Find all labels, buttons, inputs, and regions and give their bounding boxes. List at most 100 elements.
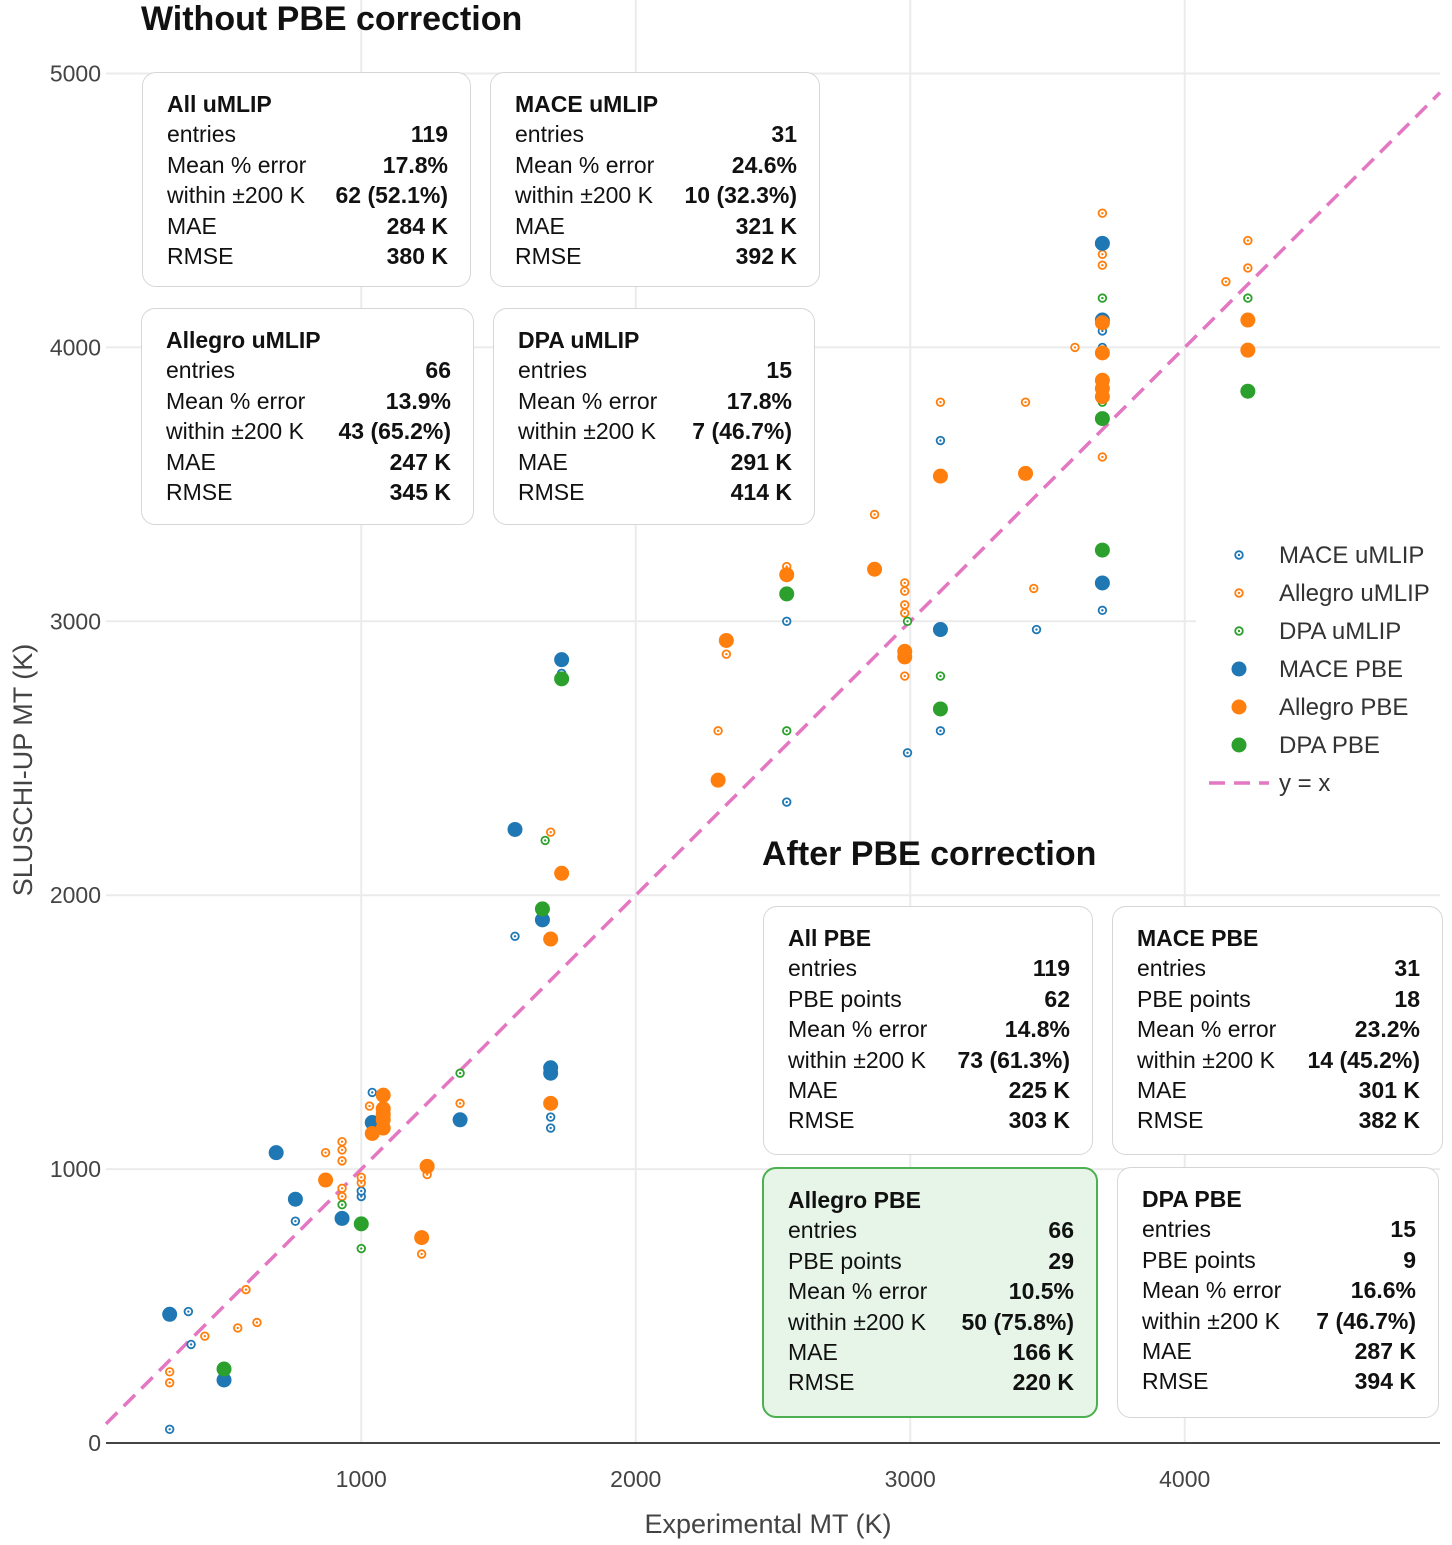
stats-row: MAE 321 K (515, 211, 797, 241)
data-point (356, 1172, 366, 1183)
legend-label: Allegro uMLIP (1279, 580, 1430, 607)
stats-value: 50 (75.8%) (961, 1308, 1074, 1335)
stats-value: 7 (46.7%) (692, 418, 792, 445)
stats-box-all-umlip: All uMLIP entries 119 Mean % error 17.8% with… (142, 72, 471, 287)
stats-label: RMSE (518, 479, 585, 506)
stats-row: RMSE 220 K (788, 1367, 1074, 1397)
data-point (1097, 605, 1108, 616)
y-tick-label: 2000 (50, 882, 101, 908)
data-point (1020, 397, 1031, 407)
data-point (900, 608, 910, 618)
data-point (543, 1060, 559, 1076)
data-point (337, 1200, 347, 1210)
data-point (287, 1191, 303, 1207)
stats-value: 10.5% (1008, 1278, 1074, 1305)
data-point (1240, 312, 1256, 328)
stats-label: Mean % error (1137, 1016, 1277, 1043)
stats-label: PBE points (788, 985, 902, 1012)
stats-row: RMSE 414 K (518, 477, 792, 507)
stats-value: 220 K (1012, 1369, 1074, 1396)
stats-row: PBE points 62 (788, 984, 1070, 1014)
stats-value: 17.8% (382, 151, 448, 178)
data-point (534, 912, 550, 928)
stats-label: RMSE (166, 479, 233, 506)
stats-box-title: All PBE (788, 925, 872, 951)
x-tick-label: 4000 (1159, 1466, 1210, 1492)
stats-label: MAE (166, 448, 216, 475)
stats-row: entries 31 (515, 119, 797, 149)
stats-row: within ±200 K 43 (65.2%) (166, 416, 451, 446)
stats-row: entries 31 (1137, 953, 1420, 983)
stats-row: RMSE 382 K (1137, 1105, 1420, 1135)
stats-value: 321 K (735, 212, 797, 239)
stats-row: within ±200 K 73 (61.3%) (788, 1045, 1070, 1075)
stats-value: 119 (410, 121, 448, 148)
data-point (718, 632, 734, 648)
y-tick-label: 3000 (50, 608, 101, 634)
data-point (1031, 624, 1042, 635)
data-point (1094, 411, 1110, 427)
stats-label: PBE points (1137, 985, 1251, 1012)
data-point (233, 1323, 243, 1333)
data-point (782, 616, 792, 626)
stats-value: 287 K (1354, 1338, 1416, 1365)
data-point (1097, 208, 1108, 218)
data-point (1094, 235, 1110, 251)
stats-box-title: MACE PBE (1137, 925, 1259, 951)
stats-value: 9 (1403, 1246, 1416, 1273)
stats-row: MAE 287 K (1142, 1336, 1416, 1366)
stats-row: Mean % error 17.8% (518, 386, 792, 416)
data-point (375, 1101, 391, 1117)
stats-label: entries (166, 357, 236, 384)
stats-row: MAE 166 K (788, 1337, 1074, 1367)
stats-label: RMSE (1142, 1368, 1209, 1395)
stats-row: RMSE 392 K (515, 241, 797, 271)
stats-value: 15 (1390, 1216, 1416, 1243)
stats-value: 24.6% (731, 151, 797, 178)
stats-row: within ±200 K 14 (45.2%) (1137, 1045, 1420, 1075)
data-point (320, 1147, 331, 1158)
stats-value: 301 K (1358, 1077, 1420, 1104)
data-point (554, 671, 570, 687)
data-point (1094, 345, 1110, 361)
data-point (186, 1339, 196, 1350)
data-point (721, 649, 732, 659)
y-tick-label: 4000 (50, 334, 101, 360)
data-point (252, 1317, 262, 1328)
data-point (455, 1098, 465, 1109)
data-point (900, 586, 910, 596)
stats-box-title: DPA uMLIP (518, 327, 640, 353)
legend-marker (1234, 588, 1244, 598)
reference-line (104, 91, 1442, 1426)
stats-row: entries 66 (166, 355, 451, 385)
stats-label: Mean % error (1142, 1277, 1282, 1304)
stats-label: within ±200 K (1142, 1307, 1280, 1334)
stats-label: entries (788, 1217, 858, 1244)
legend-label: MACE PBE (1279, 656, 1403, 683)
data-point (545, 1112, 556, 1122)
stats-label: MAE (515, 212, 565, 239)
data-point (290, 1216, 301, 1226)
stats-value: 291 K (730, 448, 792, 475)
stats-value: 7 (46.7%) (1316, 1307, 1416, 1334)
stats-value: 66 (425, 357, 451, 384)
stats-value: 382 K (1358, 1107, 1420, 1134)
y-tick-label: 1000 (50, 1156, 101, 1182)
series-allegro-pbe (318, 312, 1256, 1246)
stats-value: 225 K (1008, 1077, 1070, 1104)
stats-label: MAE (1137, 1077, 1187, 1104)
data-point (540, 835, 550, 846)
legend: MACE uMLIP Allegro uMLIP DPA uMLIP MACE PBE… (1209, 542, 1430, 797)
stats-row: RMSE 345 K (166, 477, 451, 507)
stats-label: RMSE (515, 243, 582, 270)
data-point (897, 643, 913, 659)
stats-value: 119 (1032, 955, 1070, 982)
data-point (1097, 293, 1108, 303)
data-point (455, 1068, 465, 1078)
stats-label: MAE (167, 212, 217, 239)
data-point (200, 1331, 210, 1341)
data-point (710, 772, 726, 788)
data-point (1029, 583, 1039, 594)
stats-label: MAE (1142, 1338, 1192, 1365)
legend-marker (1234, 550, 1244, 560)
